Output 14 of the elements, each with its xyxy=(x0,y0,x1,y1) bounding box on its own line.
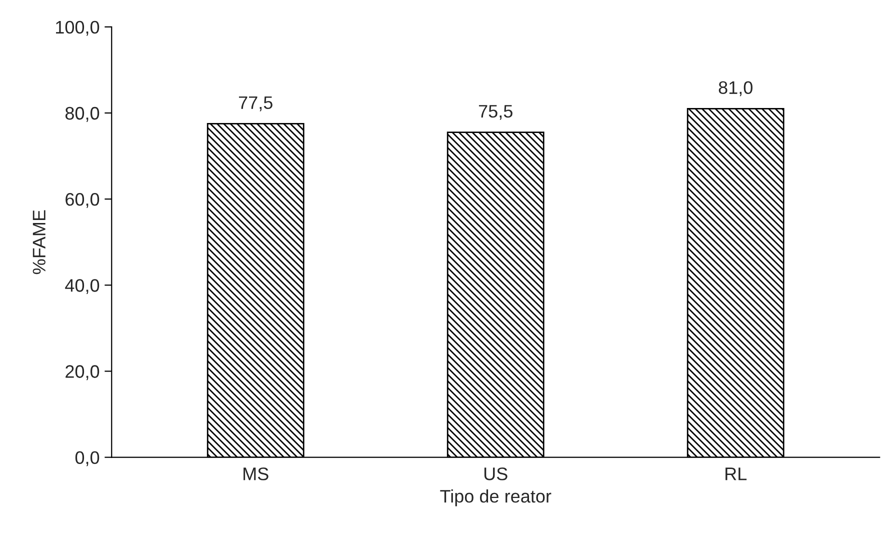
data-label: 81,0 xyxy=(718,81,752,96)
data-label: 77,5 xyxy=(238,96,272,112)
y-tick-label: 80,0 xyxy=(65,106,100,122)
y-axis-title: %FAME xyxy=(32,210,46,274)
data-label: 75,5 xyxy=(478,105,512,120)
x-tick-label: MS xyxy=(244,468,268,480)
y-tick-label: 40,0 xyxy=(65,279,100,294)
y-tick-label: 20,0 xyxy=(66,365,100,380)
x-tick-label: RL xyxy=(726,468,747,480)
y-tick-label: 100,0 xyxy=(56,20,100,36)
y-tick-label: 60,0 xyxy=(66,192,100,208)
y-tick-label: 0,0 xyxy=(75,451,100,466)
x-tick-label: US xyxy=(484,468,508,480)
x-axis-title: Tipo de reator xyxy=(440,489,552,506)
